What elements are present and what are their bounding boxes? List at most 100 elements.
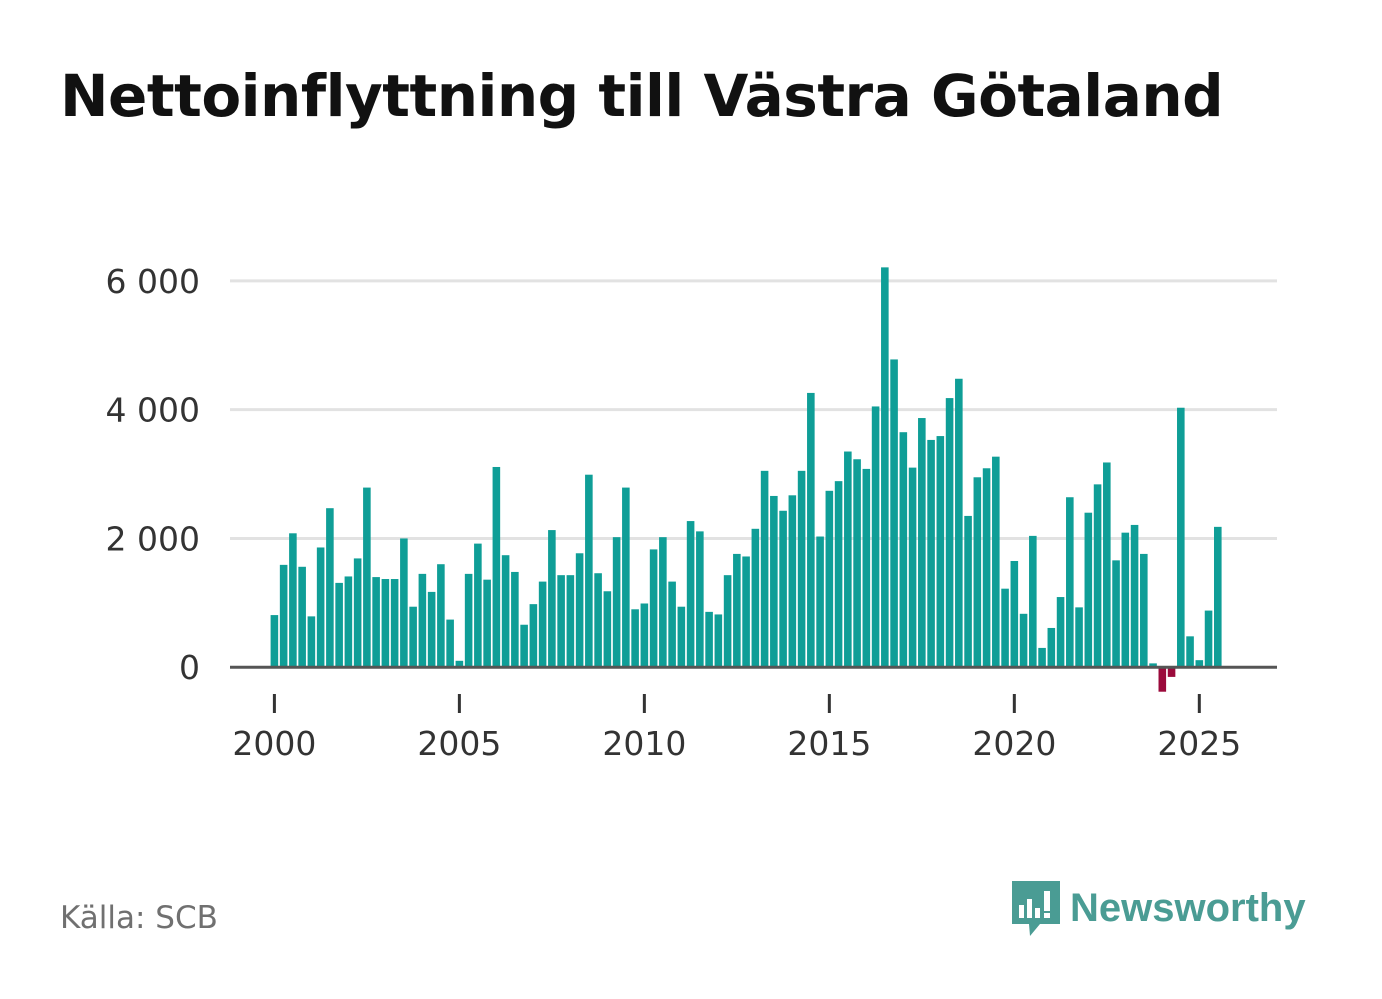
bar-54	[770, 495, 778, 668]
bar-12	[381, 579, 390, 668]
bar-76	[973, 477, 982, 668]
bar-93	[1130, 524, 1139, 668]
bar-19	[446, 619, 454, 668]
bar-1	[279, 564, 288, 668]
bar-95	[1149, 663, 1157, 668]
bar-83	[1038, 647, 1046, 668]
bar-65	[871, 406, 880, 668]
bar-94	[1140, 553, 1148, 668]
bar-27	[520, 624, 528, 668]
bar-88	[1084, 512, 1093, 668]
bar-99	[1186, 636, 1194, 668]
bar-31	[557, 575, 565, 668]
bar-81	[1019, 613, 1028, 668]
chart-title: Nettoinflyttning till Västra Götaland	[60, 62, 1224, 130]
bar-24	[492, 466, 501, 668]
bar-34	[585, 474, 593, 668]
bar-17	[427, 591, 436, 668]
bar-78	[992, 456, 1000, 668]
bar-14	[400, 538, 408, 668]
bar-66	[881, 267, 889, 668]
bar-39	[631, 609, 639, 668]
bar-36	[603, 591, 612, 668]
bar-68	[899, 432, 908, 668]
bar-29	[538, 581, 547, 668]
bar-3	[298, 566, 306, 668]
bar-0	[270, 615, 279, 668]
bar-48	[714, 614, 723, 668]
bar-59	[816, 536, 824, 668]
bar-47	[705, 611, 713, 668]
brand-name: Newsworthy	[1070, 885, 1306, 930]
bars	[270, 267, 1222, 692]
bar-79	[1001, 588, 1009, 668]
bar-18	[437, 564, 445, 668]
bar-60	[825, 490, 834, 668]
bar-37	[612, 537, 621, 668]
bar-43	[668, 581, 676, 668]
bar-84	[1047, 627, 1056, 668]
bar-4	[307, 616, 316, 668]
bar-41	[649, 549, 658, 668]
bar-89	[1093, 484, 1102, 668]
bar-69	[908, 467, 917, 668]
bar-63	[853, 459, 861, 668]
bar-102	[1214, 526, 1222, 668]
y-tick-label-6000: 6 000	[106, 262, 200, 301]
bar-21	[464, 573, 473, 668]
x-tick-label-2015: 2015	[787, 724, 871, 763]
bar-87	[1075, 607, 1083, 668]
bar-38	[622, 487, 630, 668]
bar-42	[659, 537, 667, 668]
bar-33	[575, 553, 584, 668]
bar-35	[594, 573, 602, 668]
bar-45	[686, 521, 695, 668]
bar-80	[1010, 560, 1019, 668]
bar-73	[945, 398, 954, 668]
bar-9	[353, 558, 362, 668]
bar-101	[1204, 610, 1213, 668]
bar-55	[779, 510, 787, 668]
bar-26	[511, 571, 519, 668]
bar-58	[807, 392, 815, 668]
bar-56	[788, 495, 797, 668]
x-tick-label-2000: 2000	[232, 724, 316, 763]
bar-53	[760, 470, 769, 668]
bar-28	[529, 604, 538, 668]
bar-22	[474, 543, 482, 668]
bar-13	[390, 579, 399, 668]
bar-5	[316, 547, 325, 668]
bar-50	[733, 553, 741, 668]
bar-11	[372, 577, 380, 668]
bar-70	[918, 418, 926, 668]
bar-2	[289, 533, 297, 668]
bar-40	[640, 603, 649, 668]
bar-96	[1158, 667, 1167, 692]
bar-49	[723, 575, 732, 668]
bar-30	[548, 530, 556, 668]
y-tick-label-4000: 4 000	[106, 391, 200, 430]
bar-97	[1167, 667, 1176, 677]
bar-74	[955, 378, 963, 668]
bar-91	[1112, 560, 1120, 668]
source-label: Källa: SCB	[60, 900, 218, 936]
bar-52	[751, 528, 760, 668]
x-tick-label-2025: 2025	[1157, 724, 1241, 763]
bar-85	[1056, 597, 1065, 668]
x-tick-label-2005: 2005	[417, 724, 501, 763]
bar-71	[927, 439, 935, 668]
bar-62	[844, 451, 852, 668]
bar-8	[344, 576, 353, 668]
bar-46	[696, 531, 704, 668]
bar-92	[1121, 532, 1130, 668]
bar-98	[1177, 407, 1185, 668]
bar-51	[742, 556, 750, 668]
gridlines	[230, 279, 1277, 540]
bar-23	[483, 579, 491, 668]
bar-57	[797, 470, 806, 668]
x-tick-label-2010: 2010	[602, 724, 686, 763]
bar-82	[1029, 535, 1037, 668]
bar-61	[834, 481, 843, 668]
bar-10	[363, 487, 371, 668]
